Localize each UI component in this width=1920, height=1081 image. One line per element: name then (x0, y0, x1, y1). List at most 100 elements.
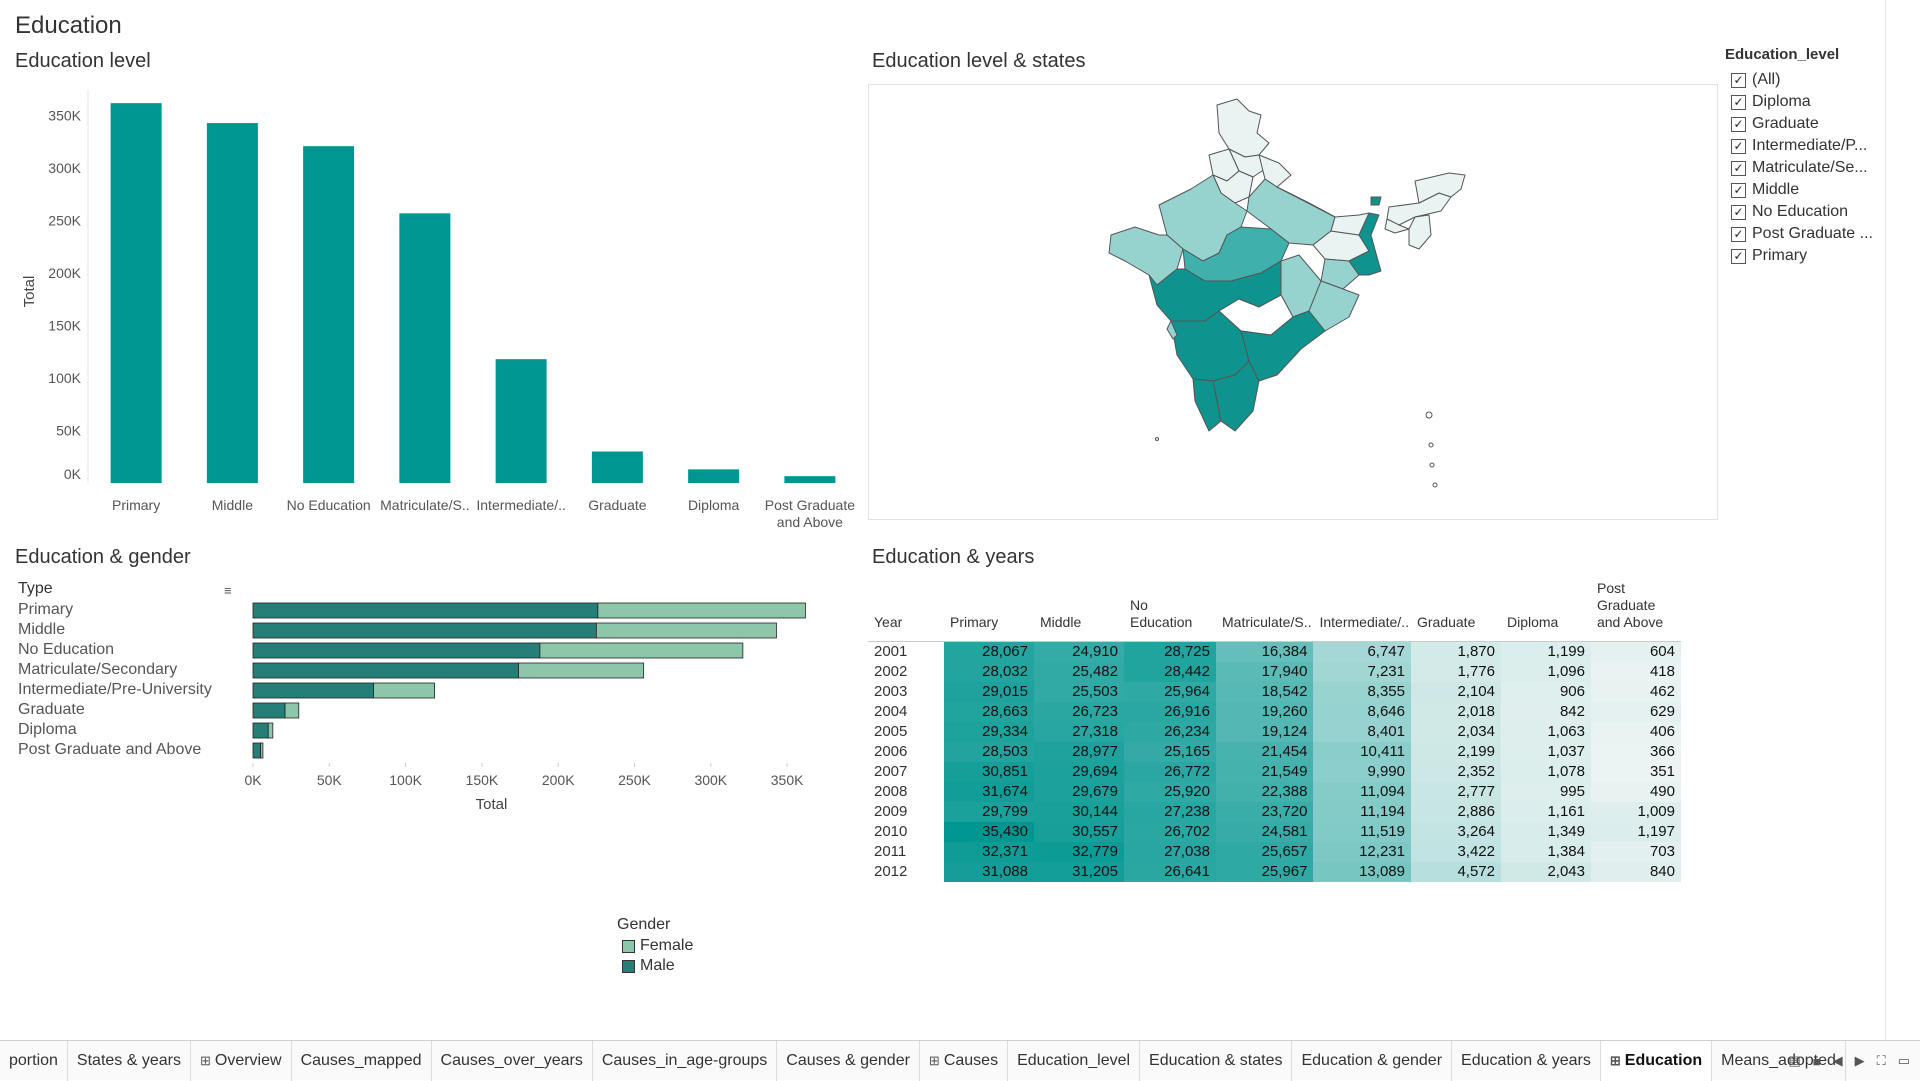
bar-primary-female[interactable] (597, 602, 806, 619)
state-arunachal[interactable] (1414, 172, 1466, 204)
filter-item-graduate[interactable]: ✓ Graduate (1725, 113, 1920, 135)
tab-education-level[interactable]: Education_level (1008, 1040, 1141, 1081)
tab-causes-gender[interactable]: Causes & gender (777, 1040, 920, 1081)
bar-diploma-female[interactable] (267, 722, 274, 739)
state-nepal-gap[interactable] (1276, 186, 1370, 236)
tab-causes-in-age-groups[interactable]: Causes_in_age-groups (593, 1040, 778, 1081)
table-row[interactable]: 2008 31,674 29,679 25,920 22,388 11,094 2,777 9… (868, 781, 1681, 802)
grid-view-icon[interactable]: ■ (1812, 1053, 1821, 1069)
filter-item-intermediate-p[interactable]: ✓ Intermediate/P... (1725, 135, 1920, 157)
filter-item-middle[interactable]: ✓ Middle (1725, 179, 1920, 201)
checkbox-checked-icon[interactable]: ✓ (1731, 160, 1746, 176)
bar-no-education-female[interactable] (539, 642, 744, 659)
education-gender-bar-chart[interactable]: 0K 50K 100K 150K 200K 250K 300K 350K Total (240, 595, 860, 820)
table-row[interactable]: 2012 31,088 31,205 26,641 25,967 13,089 4,572 2… (868, 861, 1681, 882)
checkbox-checked-icon[interactable]: ✓ (1731, 248, 1746, 264)
gender-legend[interactable]: Gender Female Male (617, 916, 693, 976)
table-row[interactable]: 2006 28,503 28,977 25,165 21,454 10,411 2,199 1… (868, 741, 1681, 762)
bar-matriculate-secondary-female[interactable] (518, 662, 645, 679)
table-row[interactable]: 2010 35,430 30,557 26,702 24,581 11,519 3,264 1… (868, 821, 1681, 842)
bar-intermediate-pre-university-female[interactable] (373, 682, 435, 699)
filter-item-all[interactable]: ✓ (All) (1725, 69, 1920, 91)
bar-middle[interactable] (206, 123, 258, 483)
state-west-bengal[interactable] (1348, 212, 1382, 276)
island-marker[interactable] (1155, 437, 1159, 441)
table-row[interactable]: 2001 28,067 24,910 28,725 16,384 6,747 1,870 1,… (868, 641, 1681, 662)
state-northeast-south[interactable] (1408, 214, 1432, 250)
prev-sheet-icon[interactable]: ◀ (1832, 1053, 1843, 1068)
education-level-bar-chart[interactable]: 0K 50K 100K 150K 200K 250K 300K 350K Total Primar… (0, 80, 860, 540)
bar-primary-male[interactable] (252, 602, 599, 619)
tab-overview[interactable]: ⊞ Overview (191, 1040, 292, 1081)
bar-intermediate-pre-university-male[interactable] (252, 682, 374, 699)
checkbox-checked-icon[interactable]: ✓ (1731, 72, 1746, 88)
checkbox-checked-icon[interactable]: ✓ (1731, 226, 1746, 242)
table-row[interactable]: 2002 28,032 25,482 28,442 17,940 7,231 1,776 1,… (868, 661, 1681, 682)
education-years-table[interactable]: Year Primary Middle No Education Matriculate… (868, 580, 1681, 882)
checkbox-checked-icon[interactable]: ✓ (1731, 204, 1746, 220)
table-row[interactable]: 2007 30,851 29,694 26,772 21,549 9,990 2,352 1,… (868, 761, 1681, 782)
checkbox-checked-icon[interactable]: ✓ (1731, 182, 1746, 198)
bar-graduate-male[interactable] (252, 702, 286, 719)
state-jammu-kashmir[interactable] (1216, 98, 1270, 158)
filter-item-matriculate-se[interactable]: ✓ Matriculate/Se... (1725, 157, 1920, 179)
state-tamil-nadu[interactable] (1212, 360, 1260, 432)
state-meghalaya[interactable] (1384, 218, 1410, 234)
legend-item-male[interactable]: Male (622, 956, 693, 976)
table-row[interactable]: 2009 29,799 30,144 27,238 23,720 11,194 2,886 1… (868, 801, 1681, 822)
bar-post-graduate-and-above-male[interactable] (252, 742, 262, 759)
bar-primary[interactable] (110, 103, 162, 483)
fullscreen-icon[interactable]: ⛶ (1876, 1053, 1886, 1068)
table-row[interactable]: 2003 29,015 25,503 25,964 18,542 8,355 2,104 90… (868, 681, 1681, 702)
tab-education-states[interactable]: Education & states (1140, 1040, 1293, 1081)
tab-causes-mapped[interactable]: Causes_mapped (292, 1040, 432, 1081)
table-row[interactable]: 2011 32,371 32,779 27,038 25,657 12,231 3,422 1… (868, 841, 1681, 862)
bar-middle-male[interactable] (252, 622, 597, 639)
filmstrip-view-icon[interactable]: ▤ (1788, 1053, 1801, 1068)
bar-matriculate-s[interactable] (399, 213, 451, 483)
bar-post-graduate-and-above-female[interactable] (260, 742, 264, 759)
bar-matriculate-secondary-male[interactable] (252, 662, 519, 679)
checkbox-checked-icon[interactable]: ✓ (1731, 138, 1746, 154)
filter-item-post-graduate[interactable]: ✓ Post Graduate ... (1725, 223, 1920, 245)
next-sheet-icon[interactable]: ▶ (1854, 1053, 1865, 1068)
tab-education-years[interactable]: Education & years (1452, 1040, 1601, 1081)
india-choropleth-map[interactable] (869, 85, 1719, 521)
checkbox-checked-icon[interactable]: ✓ (1731, 94, 1746, 110)
tab-education[interactable]: ⊞ Education (1600, 1040, 1713, 1081)
bar-graduate-female[interactable] (284, 702, 300, 719)
table-row[interactable]: 2004 28,663 26,723 26,916 19,260 8,646 2,018 84… (868, 701, 1681, 722)
state-kerala[interactable] (1192, 378, 1222, 432)
bar-middle-female[interactable] (595, 622, 777, 639)
island-marker[interactable] (1425, 411, 1433, 419)
island-marker[interactable] (1432, 482, 1438, 488)
bar-graduate[interactable] (591, 451, 643, 483)
table-row[interactable]: 2005 29,334 27,318 26,234 19,124 8,401 2,034 1,… (868, 721, 1681, 742)
state-uttarakhand[interactable] (1258, 154, 1292, 188)
state-goa[interactable] (1166, 320, 1178, 340)
filter-item-diploma[interactable]: ✓ Diploma (1725, 91, 1920, 113)
bar-no-education[interactable] (303, 146, 355, 483)
tab-states-years[interactable]: States & years (68, 1040, 191, 1081)
tab-portion[interactable]: portion (0, 1040, 68, 1081)
tab-causes-over-years[interactable]: Causes_over_years (432, 1040, 593, 1081)
india-map-panel[interactable] (868, 84, 1718, 520)
present-icon[interactable]: ▭ (1897, 1053, 1910, 1068)
state-sikkim[interactable] (1370, 196, 1382, 206)
legend-item-female[interactable]: Female (622, 936, 693, 956)
sort-icon[interactable]: ≡ (224, 583, 232, 598)
filter-item-primary[interactable]: ✓ Primary (1725, 245, 1920, 267)
tab-causes[interactable]: ⊞ Causes (920, 1040, 1009, 1081)
education-level-filter[interactable]: Education_level ✓ (All) ✓ Diploma ✓ Graduate ✓… (1725, 46, 1920, 267)
checkbox-checked-icon[interactable]: ✓ (1731, 116, 1746, 132)
bar-diploma-male[interactable] (252, 722, 269, 739)
filter-item-no-education[interactable]: ✓ No Education (1725, 201, 1920, 223)
tab-means-adopted[interactable]: Means_adopted (1712, 1040, 1846, 1081)
bar-intermediate[interactable] (495, 359, 547, 483)
bar-no-education-male[interactable] (252, 642, 541, 659)
state-jharkhand[interactable] (1320, 258, 1360, 290)
tab-education-gender[interactable]: Education & gender (1292, 1040, 1453, 1081)
state-andhra-pradesh[interactable] (1240, 310, 1326, 382)
bar-diploma[interactable] (688, 469, 740, 483)
bar-post-graduate-and-above[interactable] (784, 476, 836, 483)
